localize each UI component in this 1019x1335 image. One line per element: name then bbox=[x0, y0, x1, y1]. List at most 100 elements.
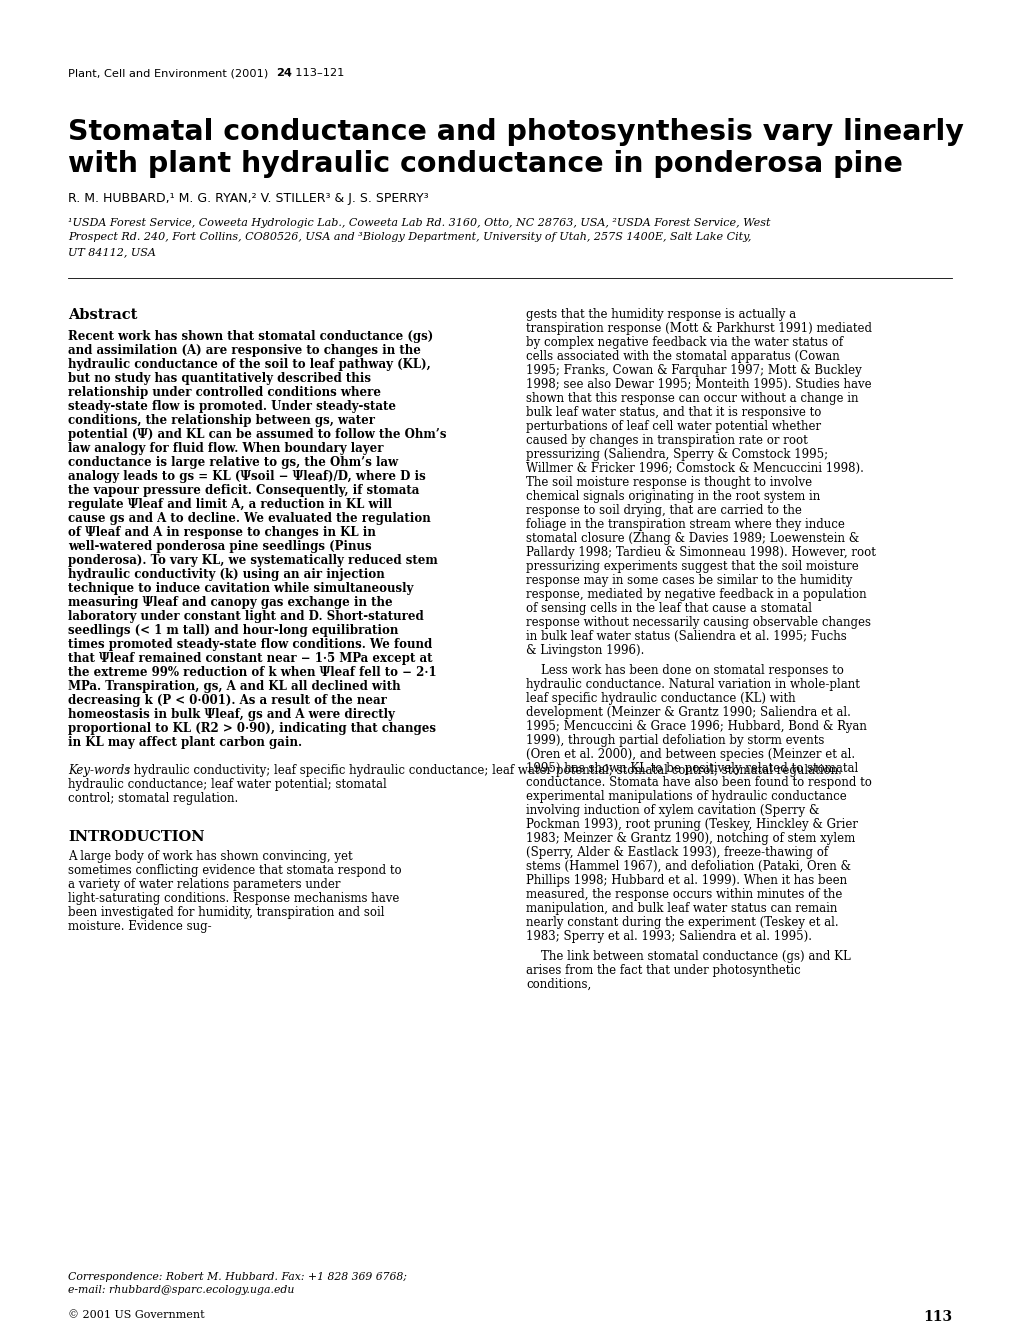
Text: conditions,: conditions, bbox=[526, 979, 591, 991]
Text: laboratory under constant light and D. Short-statured: laboratory under constant light and D. S… bbox=[68, 610, 423, 623]
Text: development (Meinzer & Grantz 1990; Saliendra et al.: development (Meinzer & Grantz 1990; Sali… bbox=[526, 706, 850, 720]
Text: gests that the humidity response is actually a: gests that the humidity response is actu… bbox=[526, 308, 796, 320]
Text: technique to induce cavitation while simultaneously: technique to induce cavitation while sim… bbox=[68, 582, 413, 595]
Text: perturbations of leaf cell water potential whether: perturbations of leaf cell water potenti… bbox=[526, 421, 820, 433]
Text: Key-words: Key-words bbox=[68, 764, 130, 777]
Text: 1995; Franks, Cowan & Farquhar 1997; Mott & Buckley: 1995; Franks, Cowan & Farquhar 1997; Mot… bbox=[526, 364, 861, 376]
Text: pressurizing experiments suggest that the soil moisture: pressurizing experiments suggest that th… bbox=[526, 559, 858, 573]
Text: regulate Ψleaf and limit A, a reduction in KL will: regulate Ψleaf and limit A, a reduction … bbox=[68, 498, 391, 511]
Text: and assimilation (A) are responsive to changes in the: and assimilation (A) are responsive to c… bbox=[68, 344, 421, 356]
Text: caused by changes in transpiration rate or root: caused by changes in transpiration rate … bbox=[526, 434, 807, 447]
Text: ponderosa). To vary KL, we systematically reduced stem: ponderosa). To vary KL, we systematicall… bbox=[68, 554, 437, 567]
Text: (Sperry, Alder & Eastlack 1993), freeze-thawing of: (Sperry, Alder & Eastlack 1993), freeze-… bbox=[526, 846, 827, 858]
Text: & Livingston 1996).: & Livingston 1996). bbox=[526, 643, 644, 657]
Text: moisture. Evidence sug-: moisture. Evidence sug- bbox=[68, 920, 211, 933]
Text: seedlings (< 1 m tall) and hour-long equilibration: seedlings (< 1 m tall) and hour-long equ… bbox=[68, 623, 398, 637]
Text: analogy leads to gs = KL (Ψsoil − Ψleaf)/D, where D is: analogy leads to gs = KL (Ψsoil − Ψleaf)… bbox=[68, 470, 425, 483]
Text: hydraulic conductance. Natural variation in whole-plant: hydraulic conductance. Natural variation… bbox=[526, 678, 859, 692]
Text: bulk leaf water status, and that it is responsive to: bulk leaf water status, and that it is r… bbox=[526, 406, 820, 419]
Text: in KL may affect plant carbon gain.: in KL may affect plant carbon gain. bbox=[68, 736, 302, 749]
Text: chemical signals originating in the root system in: chemical signals originating in the root… bbox=[526, 490, 819, 503]
Text: e-mail: rhubbard@sparc.ecology.uga.edu: e-mail: rhubbard@sparc.ecology.uga.edu bbox=[68, 1286, 294, 1295]
Text: light-saturating conditions. Response mechanisms have: light-saturating conditions. Response me… bbox=[68, 892, 399, 905]
Text: the extreme 99% reduction of k when Ψleaf fell to − 2·1: the extreme 99% reduction of k when Ψlea… bbox=[68, 666, 436, 680]
Text: measuring Ψleaf and canopy gas exchange in the: measuring Ψleaf and canopy gas exchange … bbox=[68, 595, 392, 609]
Text: transpiration response (Mott & Parkhurst 1991) mediated: transpiration response (Mott & Parkhurst… bbox=[526, 322, 871, 335]
Text: relationship under controlled conditions where: relationship under controlled conditions… bbox=[68, 386, 381, 399]
Text: 1999), through partial defoliation by storm events: 1999), through partial defoliation by st… bbox=[526, 734, 823, 748]
Text: Correspondence: Robert M. Hubbard. Fax: +1 828 369 6768;: Correspondence: Robert M. Hubbard. Fax: … bbox=[68, 1272, 407, 1282]
Text: MPa. Transpiration, gs, A and KL all declined with: MPa. Transpiration, gs, A and KL all dec… bbox=[68, 680, 400, 693]
Text: measured, the response occurs within minutes of the: measured, the response occurs within min… bbox=[526, 888, 842, 901]
Text: shown that this response can occur without a change in: shown that this response can occur witho… bbox=[526, 392, 858, 405]
Text: well-watered ponderosa pine seedlings (Pinus: well-watered ponderosa pine seedlings (P… bbox=[68, 539, 371, 553]
Text: involving induction of xylem cavitation (Sperry &: involving induction of xylem cavitation … bbox=[526, 804, 818, 817]
Text: but no study has quantitatively described this: but no study has quantitatively describe… bbox=[68, 372, 371, 384]
Text: Plant, Cell and Environment (2001): Plant, Cell and Environment (2001) bbox=[68, 68, 272, 77]
Text: nearly constant during the experiment (Teskey et al.: nearly constant during the experiment (T… bbox=[526, 916, 838, 929]
Text: response without necessarily causing observable changes: response without necessarily causing obs… bbox=[526, 615, 870, 629]
Text: 1983; Meinzer & Grantz 1990), notching of stem xylem: 1983; Meinzer & Grantz 1990), notching o… bbox=[526, 832, 854, 845]
Text: been investigated for humidity, transpiration and soil: been investigated for humidity, transpir… bbox=[68, 906, 384, 918]
Text: decreasing k (P < 0·001). As a result of the near: decreasing k (P < 0·001). As a result of… bbox=[68, 694, 386, 708]
Text: R. M. HUBBARD,¹ M. G. RYAN,² V. STILLER³ & J. S. SPERRY³: R. M. HUBBARD,¹ M. G. RYAN,² V. STILLER³… bbox=[68, 192, 428, 206]
Text: UT 84112, USA: UT 84112, USA bbox=[68, 247, 156, 258]
Text: Pallardy 1998; Tardieu & Simonneau 1998). However, root: Pallardy 1998; Tardieu & Simonneau 1998)… bbox=[526, 546, 875, 559]
Text: The link between stomatal conductance (gs) and KL: The link between stomatal conductance (g… bbox=[526, 951, 850, 963]
Text: stems (Hammel 1967), and defoliation (Pataki, Oren &: stems (Hammel 1967), and defoliation (Pa… bbox=[526, 860, 850, 873]
Text: The soil moisture response is thought to involve: The soil moisture response is thought to… bbox=[526, 477, 811, 489]
Text: in bulk leaf water status (Saliendra et al. 1995; Fuchs: in bulk leaf water status (Saliendra et … bbox=[526, 630, 846, 643]
Text: pressurizing (Saliendra, Sperry & Comstock 1995;: pressurizing (Saliendra, Sperry & Comsto… bbox=[526, 449, 827, 461]
Text: homeostasis in bulk Ψleaf, gs and A were directly: homeostasis in bulk Ψleaf, gs and A were… bbox=[68, 708, 394, 721]
Text: (Oren et al. 2000), and between species (Meinzer et al.: (Oren et al. 2000), and between species … bbox=[526, 748, 854, 761]
Text: hydraulic conductance; leaf water potential; stomatal: hydraulic conductance; leaf water potent… bbox=[68, 778, 386, 792]
Text: steady-state flow is promoted. Under steady-state: steady-state flow is promoted. Under ste… bbox=[68, 400, 395, 413]
Text: of sensing cells in the leaf that cause a stomatal: of sensing cells in the leaf that cause … bbox=[526, 602, 811, 615]
Text: foliage in the transpiration stream where they induce: foliage in the transpiration stream wher… bbox=[526, 518, 844, 531]
Text: of Ψleaf and A in response to changes in KL in: of Ψleaf and A in response to changes in… bbox=[68, 526, 376, 539]
Text: cause gs and A to decline. We evaluated the regulation: cause gs and A to decline. We evaluated … bbox=[68, 513, 430, 525]
Text: law analogy for fluid flow. When boundary layer: law analogy for fluid flow. When boundar… bbox=[68, 442, 383, 455]
Text: Abstract: Abstract bbox=[68, 308, 138, 322]
Text: experimental manipulations of hydraulic conductance: experimental manipulations of hydraulic … bbox=[526, 790, 846, 802]
Text: Phillips 1998; Hubbard et al. 1999). When it has been: Phillips 1998; Hubbard et al. 1999). Whe… bbox=[526, 874, 847, 886]
Text: proportional to KL (R2 > 0·90), indicating that changes: proportional to KL (R2 > 0·90), indicati… bbox=[68, 722, 435, 736]
Text: conductance is large relative to gs, the Ohm’s law: conductance is large relative to gs, the… bbox=[68, 457, 397, 469]
Text: by complex negative feedback via the water status of: by complex negative feedback via the wat… bbox=[526, 336, 843, 348]
Text: INTRODUCTION: INTRODUCTION bbox=[68, 830, 205, 844]
Text: leaf specific hydraulic conductance (KL) with: leaf specific hydraulic conductance (KL)… bbox=[526, 692, 795, 705]
Text: A large body of work has shown convincing, yet: A large body of work has shown convincin… bbox=[68, 850, 353, 862]
Text: response may in some cases be similar to the humidity: response may in some cases be similar to… bbox=[526, 574, 852, 587]
Text: Less work has been done on stomatal responses to: Less work has been done on stomatal resp… bbox=[526, 663, 843, 677]
Text: potential (Ψ) and KL can be assumed to follow the Ohm’s: potential (Ψ) and KL can be assumed to f… bbox=[68, 429, 446, 441]
Text: Recent work has shown that stomatal conductance (gs): Recent work has shown that stomatal cond… bbox=[68, 330, 433, 343]
Text: Pockman 1993), root pruning (Teskey, Hinckley & Grier: Pockman 1993), root pruning (Teskey, Hin… bbox=[526, 818, 857, 830]
Text: 1983; Sperry et al. 1993; Saliendra et al. 1995).: 1983; Sperry et al. 1993; Saliendra et a… bbox=[526, 930, 811, 943]
Text: 1995) has shown KL to be positively related to stomatal: 1995) has shown KL to be positively rela… bbox=[526, 762, 857, 776]
Text: 1995; Mencuccini & Grace 1996; Hubbard, Bond & Ryan: 1995; Mencuccini & Grace 1996; Hubbard, … bbox=[526, 720, 866, 733]
Text: ¹USDA Forest Service, Coweeta Hydrologic Lab., Coweeta Lab Rd. 3160, Otto, NC 28: ¹USDA Forest Service, Coweeta Hydrologic… bbox=[68, 218, 769, 228]
Text: a variety of water relations parameters under: a variety of water relations parameters … bbox=[68, 878, 340, 890]
Text: Prospect Rd. 240, Fort Collins, CO80526, USA and ³Biology Department, University: Prospect Rd. 240, Fort Collins, CO80526,… bbox=[68, 232, 751, 243]
Text: response, mediated by negative feedback in a population: response, mediated by negative feedback … bbox=[526, 587, 866, 601]
Text: 24: 24 bbox=[276, 68, 291, 77]
Text: response to soil drying, that are carried to the: response to soil drying, that are carrie… bbox=[526, 505, 801, 517]
Text: conductance. Stomata have also been found to respond to: conductance. Stomata have also been foun… bbox=[526, 776, 871, 789]
Text: stomatal closure (Zhang & Davies 1989; Loewenstein &: stomatal closure (Zhang & Davies 1989; L… bbox=[526, 533, 858, 545]
Text: manipulation, and bulk leaf water status can remain: manipulation, and bulk leaf water status… bbox=[526, 902, 837, 914]
Text: © 2001 US Government: © 2001 US Government bbox=[68, 1310, 205, 1320]
Text: : hydraulic conductivity; leaf specific hydraulic conductance; leaf water potent: : hydraulic conductivity; leaf specific … bbox=[126, 764, 841, 777]
Text: arises from the fact that under photosynthetic: arises from the fact that under photosyn… bbox=[526, 964, 800, 977]
Text: 1998; see also Dewar 1995; Monteith 1995). Studies have: 1998; see also Dewar 1995; Monteith 1995… bbox=[526, 378, 871, 391]
Text: sometimes conflicting evidence that stomata respond to: sometimes conflicting evidence that stom… bbox=[68, 864, 401, 877]
Text: cells associated with the stomatal apparatus (Cowan: cells associated with the stomatal appar… bbox=[526, 350, 839, 363]
Text: hydraulic conductance of the soil to leaf pathway (KL),: hydraulic conductance of the soil to lea… bbox=[68, 358, 430, 371]
Text: , 113–121: , 113–121 bbox=[287, 68, 344, 77]
Text: that Ψleaf remained constant near − 1·5 MPa except at: that Ψleaf remained constant near − 1·5 … bbox=[68, 651, 432, 665]
Text: hydraulic conductivity (k) using an air injection: hydraulic conductivity (k) using an air … bbox=[68, 567, 384, 581]
Text: conditions, the relationship between gs, water: conditions, the relationship between gs,… bbox=[68, 414, 375, 427]
Text: times promoted steady-state flow conditions. We found: times promoted steady-state flow conditi… bbox=[68, 638, 432, 651]
Text: the vapour pressure deficit. Consequently, if stomata: the vapour pressure deficit. Consequentl… bbox=[68, 485, 419, 497]
Text: 113: 113 bbox=[922, 1310, 951, 1324]
Text: with plant hydraulic conductance in ponderosa pine: with plant hydraulic conductance in pond… bbox=[68, 150, 902, 178]
